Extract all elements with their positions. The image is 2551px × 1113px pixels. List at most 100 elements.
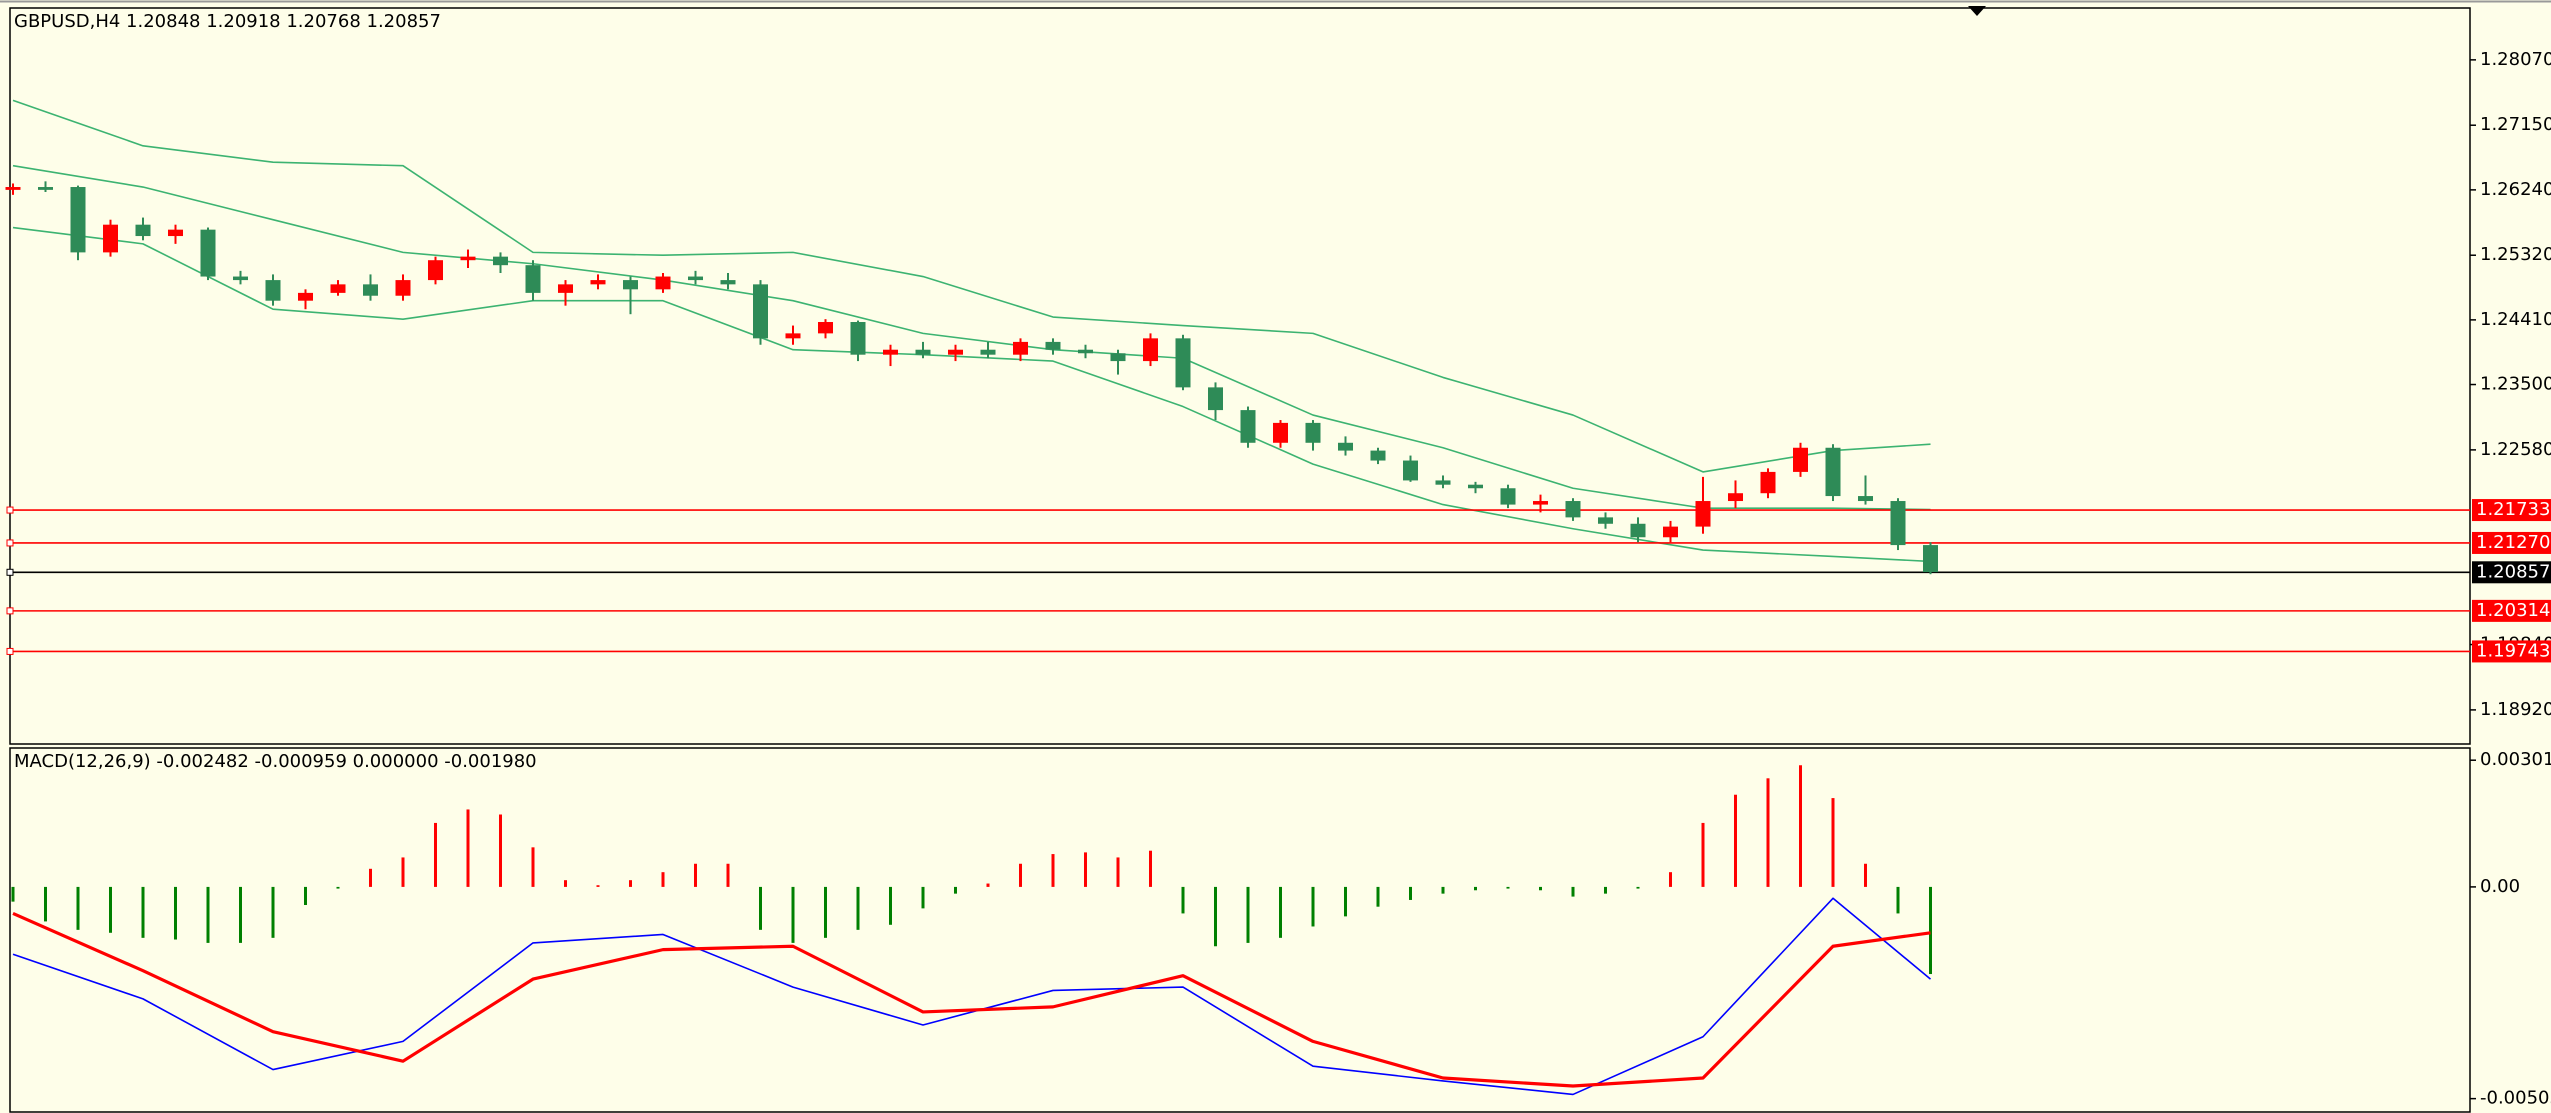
candle-body <box>753 284 768 339</box>
candle-body <box>1598 517 1613 524</box>
candle-body <box>948 349 963 355</box>
candle-body <box>1663 526 1678 538</box>
candle-body <box>5 187 21 190</box>
y-tick-label: 1.24410 <box>2480 309 2551 330</box>
histogram-bar <box>466 809 470 887</box>
candle-body <box>1825 447 1841 497</box>
candle-body <box>1630 523 1646 538</box>
candle-body <box>1468 484 1483 489</box>
histogram-bar <box>1149 850 1152 887</box>
histogram-bar <box>531 847 535 887</box>
histogram-bar <box>11 886 15 902</box>
candle-body <box>1338 442 1353 451</box>
histogram-bar <box>1896 886 1900 914</box>
level-label: 1.19743 <box>2476 640 2550 661</box>
chart-title: GBPUSD,H4 1.20848 1.20918 1.20768 1.2085… <box>14 11 441 32</box>
candle-body <box>1760 471 1776 494</box>
candle-body <box>720 280 736 285</box>
y-tick-label: -0.005030 <box>2480 1088 2551 1109</box>
histogram-bar <box>1246 886 1250 943</box>
candle-body <box>1793 447 1808 472</box>
candle-body <box>1890 501 1906 546</box>
candle-body <box>655 276 671 290</box>
candle-body <box>1273 422 1288 443</box>
y-tick-label: 1.25320 <box>2480 244 2551 265</box>
histogram-bar <box>401 857 405 887</box>
candle-body <box>1728 493 1743 502</box>
histogram-bar <box>1441 886 1445 894</box>
labels-layer: 1.28070 1.27150 1.26240 1.25320 1.24410 1.235… <box>2470 49 2551 1109</box>
level-label-box <box>2472 499 2551 522</box>
level-label: 1.21733 <box>2476 499 2550 520</box>
histogram-bar <box>1344 886 1347 917</box>
candle-body <box>103 224 118 253</box>
histogram-bar <box>759 886 762 930</box>
histogram-bar <box>1279 886 1282 938</box>
candle-body <box>850 322 866 355</box>
candle-body <box>1175 338 1191 388</box>
macd-panel <box>9 747 2471 1113</box>
y-tick-label: 1.18920 <box>2480 699 2551 720</box>
histogram-bar <box>271 886 275 938</box>
level-label-box <box>2472 561 2551 584</box>
histogram-bar <box>856 886 860 930</box>
price-panel <box>9 7 2471 745</box>
candle-body <box>1923 545 1938 573</box>
candle-body <box>233 276 248 281</box>
histogram-bar <box>1571 886 1575 897</box>
histogram-bar <box>174 886 177 940</box>
candle-body <box>265 280 281 301</box>
candle-body <box>330 284 346 293</box>
candle-body <box>1403 460 1418 481</box>
histogram-bar <box>629 880 632 887</box>
candle-body <box>1695 501 1711 527</box>
histogram-bar <box>76 886 80 930</box>
y-tick-label: 1.28070 <box>2480 49 2551 70</box>
histogram-bar <box>1506 886 1510 889</box>
histogram-bar <box>1766 778 1770 887</box>
band-upper <box>12 99 1931 473</box>
candle-body <box>70 187 86 253</box>
histogram-bar <box>921 886 925 909</box>
histogram-bar <box>791 886 795 943</box>
histogram-bar <box>109 886 112 933</box>
candle-body <box>460 256 476 261</box>
histogram-bar <box>44 886 47 922</box>
candle-body <box>915 349 931 355</box>
candle-body <box>1110 353 1126 362</box>
level-handle <box>6 539 14 547</box>
histogram-bar <box>1539 886 1542 891</box>
candle-body <box>590 280 606 285</box>
histogram-bar <box>1084 852 1087 887</box>
histogram-bar <box>986 883 990 887</box>
histogram-bar <box>1636 886 1640 889</box>
histogram-bar <box>1929 886 1932 975</box>
candle-body <box>558 284 573 293</box>
histogram-bar <box>824 886 827 938</box>
histogram-bar <box>1604 886 1607 894</box>
candle-body <box>1143 338 1158 362</box>
histogram-bar <box>694 863 697 887</box>
candle-body <box>1565 501 1581 518</box>
histogram-bar <box>304 886 307 906</box>
histogram-bar <box>1376 886 1380 907</box>
candle-body <box>1435 480 1451 485</box>
histogram-bar <box>1311 886 1315 927</box>
histogram-bar <box>726 863 730 887</box>
candle-body <box>818 322 833 334</box>
level-label-box <box>2472 531 2551 554</box>
histogram-bar <box>1116 857 1120 887</box>
level-handle <box>6 568 14 576</box>
candle-body <box>1078 349 1093 354</box>
candle-body <box>1370 450 1386 461</box>
candle-body <box>623 280 638 290</box>
histogram-bar <box>434 822 437 887</box>
level-handle <box>6 506 14 514</box>
candle-body <box>298 292 313 301</box>
candle-body <box>428 260 443 281</box>
histogram-bar <box>1019 863 1022 887</box>
marks-layer <box>5 181 1938 1096</box>
histogram-bar <box>1409 886 1412 900</box>
band-middle <box>12 164 1931 511</box>
